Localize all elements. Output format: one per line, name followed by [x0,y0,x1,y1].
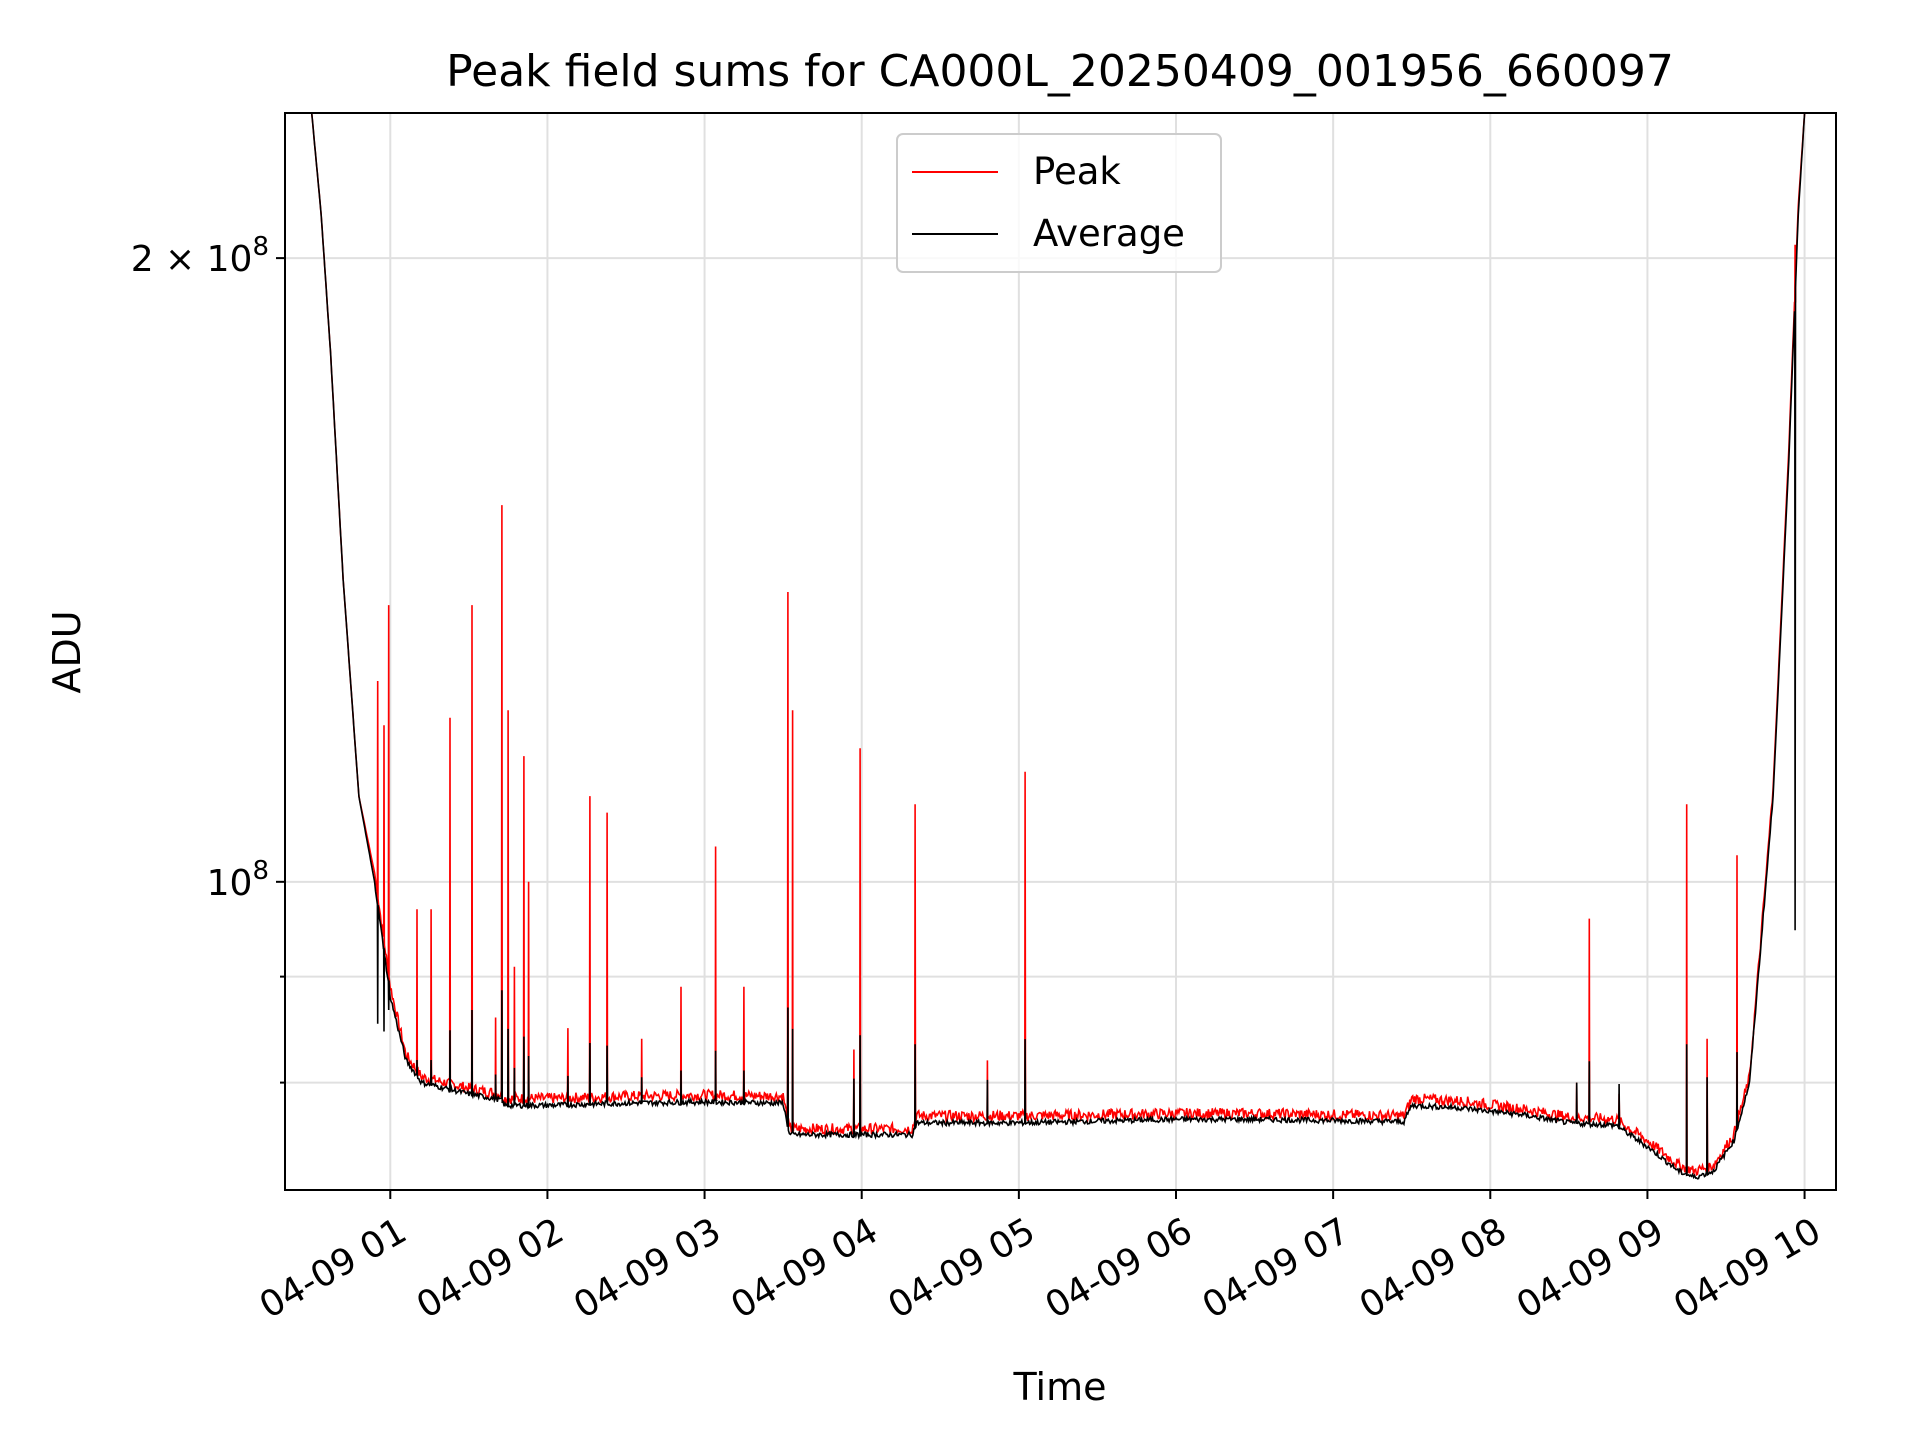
y-tick-label: 2 × 108 [131,232,269,280]
y-axis: 108 2 × 108 [131,232,285,1084]
legend-label-peak: Peak [1033,150,1121,193]
legend: Peak Average [896,133,1222,273]
x-axis-label: Time [1013,1365,1107,1409]
legend-label-average: Average [1033,212,1185,255]
grid-lines [285,113,1836,1190]
legend-frame [896,133,1222,273]
series-line-average [285,113,1836,1180]
y-tick-label: 108 [207,856,269,904]
series-layer [285,113,1836,1180]
plot-frame [284,112,1837,1191]
y-axis-label: ADU [45,610,89,693]
chart-title: Peak field sums for CA000L_20250409_0019… [446,46,1674,97]
